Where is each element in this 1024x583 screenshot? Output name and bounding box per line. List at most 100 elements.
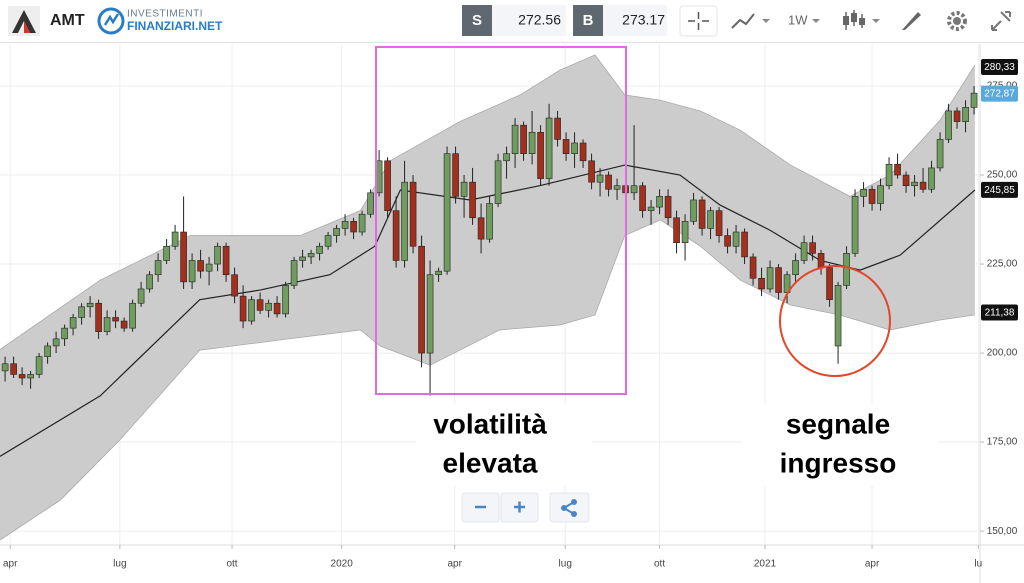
candle-body bbox=[911, 181, 918, 187]
candle-body bbox=[205, 263, 213, 272]
y-tick-label: 150,00 bbox=[987, 526, 1018, 537]
x-tick-label: 2020 bbox=[331, 559, 354, 570]
candle-body bbox=[877, 185, 884, 204]
annotation-bg bbox=[416, 404, 592, 486]
chart-type-button[interactable] bbox=[731, 13, 755, 29]
candle-body bbox=[860, 188, 867, 197]
candle-body bbox=[843, 253, 850, 286]
plus-icon bbox=[514, 501, 525, 513]
x-tick-label: 2021 bbox=[754, 559, 777, 570]
candle-body bbox=[214, 245, 221, 265]
candle-body bbox=[180, 231, 187, 283]
buy-button[interactable] bbox=[573, 5, 603, 36]
candle-body bbox=[894, 164, 901, 176]
candle-body bbox=[443, 153, 451, 272]
candle-body bbox=[707, 210, 714, 229]
annotation: segnale bbox=[786, 408, 890, 439]
candle-body bbox=[579, 142, 587, 162]
candle-body bbox=[299, 256, 306, 261]
share-icon bbox=[561, 505, 567, 511]
candle-body bbox=[639, 185, 646, 211]
price-tag bbox=[981, 85, 1018, 102]
annotation: volatilità bbox=[433, 408, 547, 439]
fullscreen-button[interactable] bbox=[991, 11, 1011, 31]
buy-price: 273.17 bbox=[622, 12, 665, 28]
price-tag bbox=[981, 59, 1018, 76]
candle-body bbox=[477, 217, 485, 240]
candle-body bbox=[647, 206, 655, 211]
zoom-controls bbox=[461, 492, 590, 523]
y-tick-label: 175,00 bbox=[987, 437, 1018, 448]
x-tick-label: apr bbox=[865, 559, 880, 570]
candle-body bbox=[758, 277, 765, 290]
candle-body bbox=[724, 235, 731, 247]
candle-body bbox=[358, 213, 366, 233]
candle-body bbox=[86, 302, 94, 308]
toolbar: AMT INVESTIMENTI FINANZIARI.NET S 272.56… bbox=[0, 0, 1024, 43]
candle-body bbox=[834, 285, 842, 347]
candle-body bbox=[137, 288, 145, 304]
candle-body bbox=[826, 267, 833, 300]
candle-body bbox=[528, 132, 536, 154]
candle-body bbox=[27, 374, 34, 379]
candle-body bbox=[307, 253, 315, 258]
candle-body bbox=[154, 260, 162, 276]
x-tick-label: lug bbox=[559, 559, 572, 570]
candle-body bbox=[333, 228, 340, 236]
share-icon bbox=[571, 499, 577, 505]
candle-body bbox=[435, 270, 442, 276]
candle-body bbox=[715, 210, 723, 236]
y-tick-label: 225,00 bbox=[987, 259, 1018, 270]
x-tick-label: lu bbox=[974, 559, 982, 570]
candle-body bbox=[919, 181, 927, 190]
candle-body bbox=[698, 199, 706, 229]
candle-body bbox=[673, 217, 680, 243]
drawing-button[interactable] bbox=[902, 12, 921, 30]
candle-body bbox=[409, 181, 417, 247]
candle-body bbox=[197, 260, 204, 272]
candle-body bbox=[129, 302, 136, 329]
price-tag-label: 211,38 bbox=[985, 308, 1015, 319]
candle-body bbox=[10, 363, 17, 375]
candle-body bbox=[61, 327, 68, 340]
candle-body bbox=[749, 256, 757, 279]
buy-price-box bbox=[603, 5, 667, 36]
candle-body bbox=[953, 110, 961, 122]
candle-body bbox=[460, 181, 468, 197]
brand-text: FINANZIARI.NET bbox=[127, 19, 223, 33]
x-tick-label: lug bbox=[113, 559, 126, 570]
candle-body bbox=[936, 139, 944, 169]
price-tag bbox=[981, 181, 1018, 198]
candle-body bbox=[851, 196, 859, 254]
logo-mark bbox=[12, 10, 36, 33]
y-tick-label: 250,00 bbox=[987, 170, 1018, 181]
candle-body bbox=[367, 192, 374, 215]
sell-price: 272.56 bbox=[518, 12, 561, 28]
y-tick-label: 200,00 bbox=[987, 348, 1018, 359]
share-button[interactable] bbox=[549, 492, 590, 523]
candle-body bbox=[792, 260, 799, 276]
axes: 150,00175,00200,00225,00250,00275,00aprl… bbox=[3, 59, 1018, 570]
candle-body bbox=[222, 245, 230, 276]
candle-body bbox=[239, 295, 247, 322]
candle-body bbox=[78, 306, 85, 318]
timeframe-button[interactable]: 1W bbox=[788, 12, 808, 27]
sell-button[interactable] bbox=[462, 5, 492, 36]
candle-body bbox=[545, 117, 553, 179]
x-tick-label: apr bbox=[3, 559, 18, 570]
sell-price-box bbox=[492, 5, 566, 36]
candle-body bbox=[316, 245, 323, 254]
candle-body bbox=[95, 302, 102, 333]
candle-body bbox=[945, 110, 952, 140]
candle-body bbox=[52, 338, 60, 347]
candle-body bbox=[962, 107, 969, 122]
candle-body bbox=[596, 174, 604, 183]
settings-button[interactable] bbox=[947, 11, 967, 31]
candle-body bbox=[231, 274, 238, 297]
band-upper bbox=[0, 54, 976, 350]
candle-body bbox=[613, 185, 621, 190]
candle-body bbox=[426, 274, 434, 354]
crosshair-button[interactable] bbox=[679, 5, 718, 37]
candle-body bbox=[766, 267, 774, 290]
settings-icon bbox=[953, 17, 961, 25]
